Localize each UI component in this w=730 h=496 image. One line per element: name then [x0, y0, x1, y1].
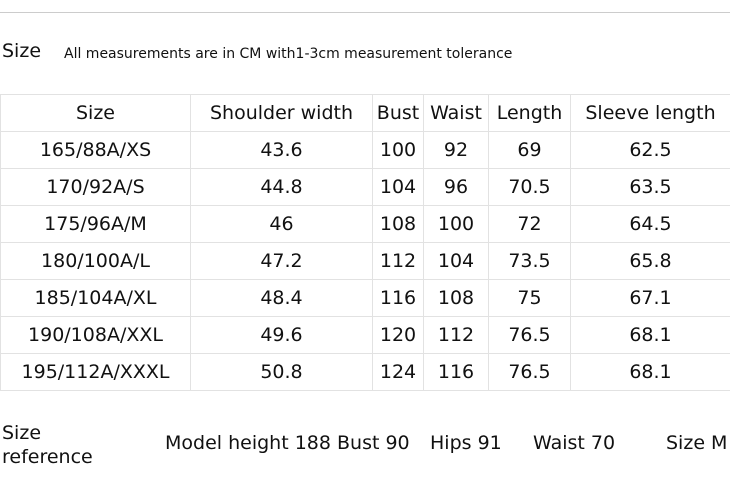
cell: 49.6	[190, 316, 373, 354]
row: 170/92A/S 44.8 104 96 70.5 63.5	[0, 168, 730, 206]
cell: 195/112A/XXXL	[0, 353, 191, 391]
cell: 175/96A/M	[0, 205, 191, 243]
cell: 100	[423, 205, 489, 243]
column-header: Size	[0, 94, 191, 132]
footer-item: Hips 91	[430, 432, 502, 454]
row: 185/104A/XL 48.4 116 108 75 67.1	[0, 279, 730, 317]
column-header: Bust	[372, 94, 424, 132]
cell: 108	[423, 279, 489, 317]
row: 165/88A/XS 43.6 100 92 69 62.5	[0, 131, 730, 169]
cell: 48.4	[190, 279, 373, 317]
cell: 65.8	[570, 242, 730, 280]
title: Size	[2, 40, 42, 62]
cell: 96	[423, 168, 489, 206]
cell: 180/100A/L	[0, 242, 191, 280]
row: 180/100A/L 47.2 112 104 73.5 65.8	[0, 242, 730, 280]
size-table: Size Shoulder width Bust Waist Length Sleeve …	[0, 94, 730, 391]
cell: 120	[372, 316, 424, 354]
cell: 104	[372, 168, 424, 206]
cell: 63.5	[570, 168, 730, 206]
column-header: Waist	[423, 94, 489, 132]
cell: 112	[372, 242, 424, 280]
divider	[0, 12, 730, 13]
cell: 44.8	[190, 168, 373, 206]
column-header: Sleeve length	[570, 94, 730, 132]
footer-item: Size M	[666, 432, 728, 454]
cell: 100	[372, 131, 424, 169]
row: 190/108A/XXL 49.6 120 112 76.5 68.1	[0, 316, 730, 354]
cell: 190/108A/XXL	[0, 316, 191, 354]
cell: 50.8	[190, 353, 373, 391]
cell: 116	[372, 279, 424, 317]
cell: 165/88A/XS	[0, 131, 191, 169]
cell: 124	[372, 353, 424, 391]
cell: 92	[423, 131, 489, 169]
cell: 62.5	[570, 131, 730, 169]
row: 195/112A/XXXL 50.8 124 116 76.5 68.1	[0, 353, 730, 391]
cell: 67.1	[570, 279, 730, 317]
footer-item: Waist 70	[533, 432, 616, 454]
cell: 76.5	[488, 316, 571, 354]
cell: 76.5	[488, 353, 571, 391]
cell: 73.5	[488, 242, 571, 280]
cell: 72	[488, 205, 571, 243]
footer-item: Model height 188 Bust 90	[165, 432, 410, 454]
cell: 112	[423, 316, 489, 354]
cell: 116	[423, 353, 489, 391]
note: All measurements are in CM with1-3cm mea…	[64, 46, 513, 62]
column-header: Shoulder width	[190, 94, 373, 132]
cell: 68.1	[570, 316, 730, 354]
cell: 185/104A/XL	[0, 279, 191, 317]
cell: 43.6	[190, 131, 373, 169]
cell: 68.1	[570, 353, 730, 391]
cell: 170/92A/S	[0, 168, 191, 206]
cell: 70.5	[488, 168, 571, 206]
cell: 69	[488, 131, 571, 169]
footer-label: Size reference	[2, 422, 93, 468]
cell: 64.5	[570, 205, 730, 243]
header-row: Size Shoulder width Bust Waist Length Sleeve …	[0, 94, 730, 132]
cell: 46	[190, 205, 373, 243]
cell: 75	[488, 279, 571, 317]
cell: 104	[423, 242, 489, 280]
column-header: Length	[488, 94, 571, 132]
row: 175/96A/M 46 108 100 72 64.5	[0, 205, 730, 243]
cell: 108	[372, 205, 424, 243]
cell: 47.2	[190, 242, 373, 280]
